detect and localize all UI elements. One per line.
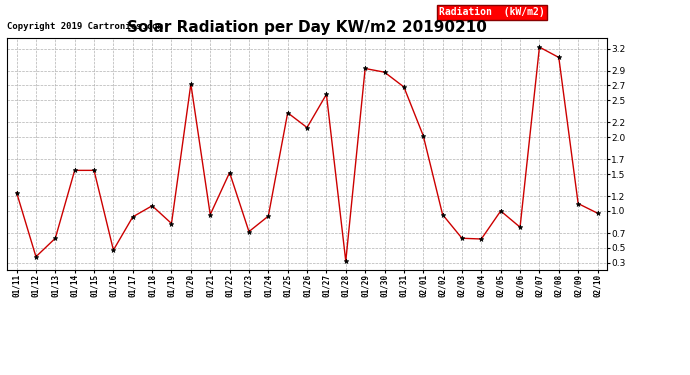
Text: Copyright 2019 Cartronics.com: Copyright 2019 Cartronics.com xyxy=(7,21,163,30)
Text: Radiation  (kW/m2): Radiation (kW/m2) xyxy=(439,7,545,17)
Title: Solar Radiation per Day KW/m2 20190210: Solar Radiation per Day KW/m2 20190210 xyxy=(127,20,487,35)
